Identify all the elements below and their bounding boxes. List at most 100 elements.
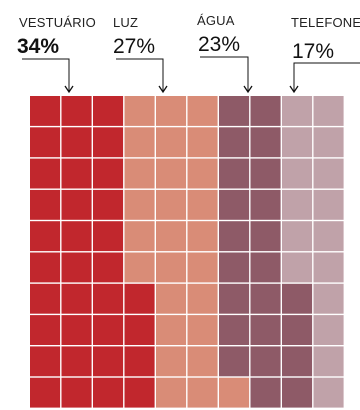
waffle-cell-vestuario — [61, 158, 92, 189]
waffle-cell-luz — [156, 127, 187, 158]
waffle-cell-agua — [219, 346, 250, 377]
waffle-cell-vestuario — [93, 346, 124, 377]
waffle-cell-telefone — [282, 189, 313, 220]
waffle-cell-agua — [219, 252, 250, 283]
value-label-agua: 23% — [198, 33, 240, 56]
waffle-cell-vestuario — [124, 377, 155, 408]
waffle-cell-vestuario — [61, 127, 92, 158]
waffle-cell-telefone — [313, 158, 344, 189]
waffle-cell-vestuario — [30, 96, 61, 126]
value-label-telefone: 17% — [292, 40, 334, 63]
waffle-cell-vestuario — [61, 346, 92, 377]
waffle-cell-agua — [219, 189, 250, 220]
waffle-cell-telefone — [282, 158, 313, 189]
waffle-cell-agua — [282, 346, 313, 377]
waffle-cell-agua — [219, 96, 250, 126]
waffle-cell-luz — [187, 221, 218, 252]
waffle-cell-vestuario — [93, 158, 124, 189]
waffle-cell-vestuario — [30, 127, 61, 158]
waffle-cell-telefone — [313, 189, 344, 220]
waffle-cell-luz — [124, 158, 155, 189]
waffle-cell-luz — [124, 127, 155, 158]
waffle-cell-vestuario — [93, 252, 124, 283]
category-label-agua: ÁGUA — [197, 13, 235, 28]
waffle-cell-vestuario — [30, 283, 61, 314]
waffle-cell-luz — [156, 283, 187, 314]
waffle-cell-agua — [250, 315, 281, 345]
waffle-cell-vestuario — [61, 252, 92, 283]
waffle-cell-agua — [250, 189, 281, 220]
waffle-cell-vestuario — [30, 346, 61, 377]
waffle-cell-luz — [156, 252, 187, 283]
waffle-cell-luz — [124, 189, 155, 220]
waffle-cell-luz — [156, 346, 187, 377]
waffle-cell-telefone — [282, 127, 313, 158]
waffle-cell-agua — [219, 283, 250, 314]
waffle-cell-vestuario — [30, 221, 61, 252]
waffle-cell-luz — [187, 315, 218, 345]
waffle-cell-vestuario — [124, 346, 155, 377]
waffle-cell-vestuario — [30, 158, 61, 189]
pointer-luz — [116, 58, 168, 94]
waffle-cell-luz — [124, 96, 155, 126]
waffle-cell-telefone — [282, 221, 313, 252]
waffle-cell-luz — [187, 158, 218, 189]
waffle-cell-vestuario — [93, 377, 124, 408]
waffle-cell-vestuario — [93, 127, 124, 158]
waffle-cell-telefone — [313, 221, 344, 252]
waffle-cell-vestuario — [93, 315, 124, 345]
waffle-cell-luz — [187, 252, 218, 283]
waffle-cells — [30, 96, 344, 408]
waffle-cell-luz — [187, 283, 218, 314]
waffle-cell-agua — [282, 283, 313, 314]
waffle-cell-agua — [219, 315, 250, 345]
waffle-cell-telefone — [313, 346, 344, 377]
waffle-cell-vestuario — [61, 315, 92, 345]
waffle-cell-telefone — [313, 315, 344, 345]
waffle-cell-agua — [219, 127, 250, 158]
waffle-cell-vestuario — [93, 221, 124, 252]
waffle-cell-luz — [187, 346, 218, 377]
waffle-cell-vestuario — [124, 315, 155, 345]
waffle-cell-luz — [124, 252, 155, 283]
pointer-telefone — [289, 62, 360, 94]
waffle-cell-agua — [250, 283, 281, 314]
waffle-cell-vestuario — [93, 189, 124, 220]
waffle-cell-luz — [156, 189, 187, 220]
waffle-cell-agua — [250, 377, 281, 408]
waffle-cell-agua — [250, 158, 281, 189]
waffle-cell-telefone — [313, 283, 344, 314]
value-label-luz: 27% — [113, 35, 155, 58]
waffle-cell-vestuario — [124, 283, 155, 314]
label-pointers — [22, 56, 360, 94]
waffle-cell-telefone — [313, 377, 344, 408]
waffle-cell-vestuario — [30, 377, 61, 408]
waffle-cell-agua — [219, 158, 250, 189]
waffle-cell-luz — [187, 189, 218, 220]
waffle-cell-vestuario — [61, 189, 92, 220]
waffle-cell-agua — [282, 377, 313, 408]
value-label-vestuario: 34% — [17, 35, 59, 58]
category-label-telefone: TELEFONE — [291, 15, 360, 30]
waffle-cell-luz — [156, 221, 187, 252]
waffle-cell-telefone — [313, 252, 344, 283]
pointer-agua — [200, 56, 253, 94]
waffle-cell-luz — [156, 158, 187, 189]
waffle-cell-telefone — [282, 96, 313, 126]
waffle-cell-luz — [124, 221, 155, 252]
category-labels: VESTUÁRIO 34% LUZ 27% ÁGUA 23% TELEFONE … — [17, 13, 360, 63]
category-label-luz: LUZ — [113, 15, 138, 30]
waffle-cell-vestuario — [61, 96, 92, 126]
waffle-cell-vestuario — [61, 283, 92, 314]
waffle-cell-luz — [156, 96, 187, 126]
waffle-cell-agua — [219, 221, 250, 252]
waffle-cell-luz — [187, 96, 218, 126]
waffle-cell-vestuario — [30, 252, 61, 283]
waffle-cell-vestuario — [61, 377, 92, 408]
waffle-cell-agua — [250, 221, 281, 252]
waffle-cell-vestuario — [30, 315, 61, 345]
waffle-cell-telefone — [282, 252, 313, 283]
waffle-cell-agua — [250, 127, 281, 158]
waffle-cell-agua — [250, 252, 281, 283]
